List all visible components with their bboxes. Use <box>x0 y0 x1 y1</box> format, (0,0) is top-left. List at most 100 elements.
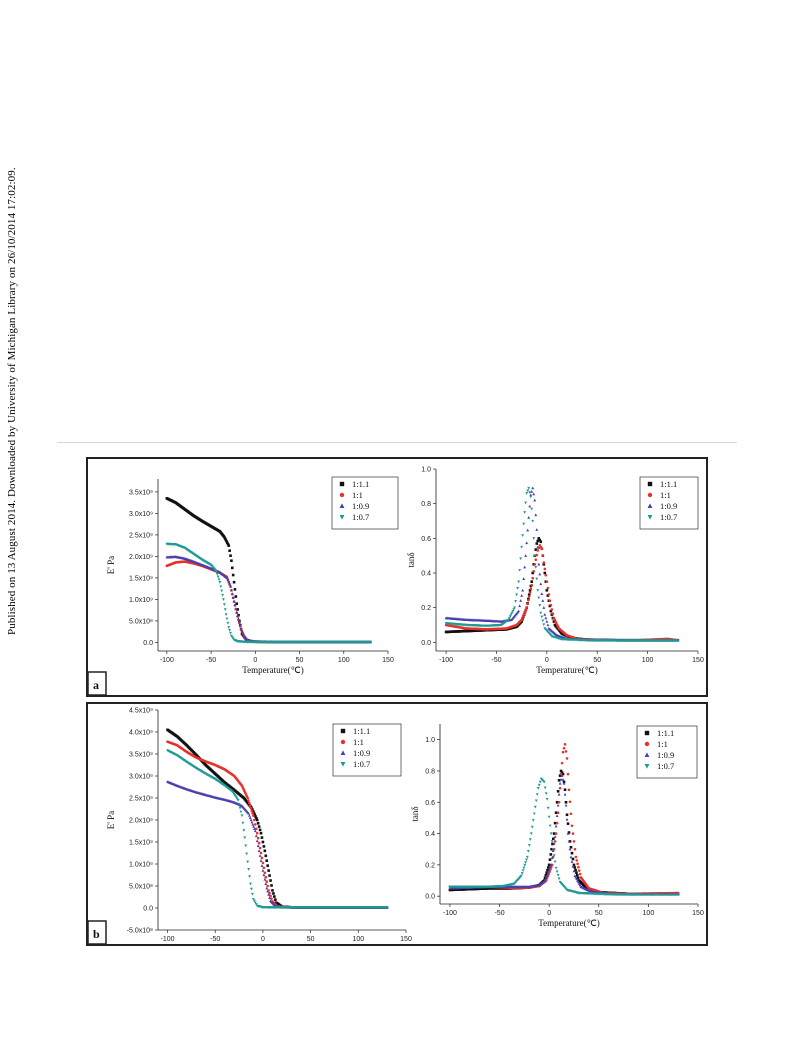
data-point <box>533 554 537 558</box>
data-point <box>530 489 534 493</box>
data-point <box>254 834 258 838</box>
data-point <box>548 867 551 871</box>
data-point <box>538 538 542 542</box>
data-point <box>251 898 255 901</box>
data-point <box>267 893 271 896</box>
data-point <box>225 617 229 621</box>
data-point <box>529 587 533 591</box>
data-point <box>546 868 549 872</box>
data-point <box>550 613 554 616</box>
data-point <box>240 628 244 632</box>
data-point <box>528 589 532 592</box>
data-point <box>225 540 228 543</box>
data-point <box>556 803 560 807</box>
data-point <box>257 841 261 845</box>
series-1:1.1 <box>448 769 680 896</box>
y-tick-label: 0.2 <box>425 862 435 869</box>
data-point <box>578 872 582 876</box>
data-point <box>519 874 523 878</box>
data-point <box>548 858 552 861</box>
data-point <box>535 553 539 557</box>
data-point <box>527 515 531 519</box>
data-point <box>523 863 527 867</box>
data-point <box>560 761 564 765</box>
data-point <box>547 870 551 873</box>
data-point <box>522 577 526 580</box>
data-point <box>527 595 531 598</box>
data-point <box>568 800 572 804</box>
data-point <box>547 593 551 596</box>
legend-marker <box>339 503 345 508</box>
data-point <box>571 857 575 861</box>
data-point <box>264 882 268 885</box>
data-point <box>533 498 537 502</box>
data-point <box>253 813 257 817</box>
data-point <box>222 603 226 606</box>
data-point <box>527 844 531 847</box>
data-point <box>577 869 581 872</box>
x-axis-label: Temperature(℃) <box>538 918 599 928</box>
panel-a-label-box <box>88 671 107 695</box>
data-point <box>270 897 273 900</box>
data-point <box>246 796 249 800</box>
x-tick-label: 0 <box>261 936 265 943</box>
y-tick-label: 1.5x10⁹ <box>129 840 153 847</box>
data-point <box>524 501 528 505</box>
data-point <box>552 842 556 845</box>
figure-panel-b: -100 -50 0 50 100 150 -5.0x10⁸ 0.0 5.0x10⁸ 1.0x10… <box>86 702 708 946</box>
x-tick-label: 50 <box>595 910 603 917</box>
data-point <box>572 869 576 873</box>
y-axis-label: E' Pa <box>106 556 116 574</box>
data-point <box>564 803 568 807</box>
data-point <box>556 790 560 793</box>
data-point <box>265 859 269 862</box>
data-point <box>555 814 559 817</box>
data-point <box>518 604 522 608</box>
data-point <box>521 616 524 620</box>
data-point <box>540 547 544 551</box>
data-point <box>245 852 249 856</box>
data-point <box>569 845 573 849</box>
data-point <box>526 489 530 493</box>
data-point <box>517 580 521 584</box>
data-point <box>550 840 554 843</box>
data-point <box>226 542 230 546</box>
data-point <box>549 603 553 607</box>
y-tick-label: 0.0 <box>143 640 153 647</box>
data-point <box>545 580 549 583</box>
data-point <box>545 589 549 592</box>
data-point <box>236 614 240 617</box>
data-point <box>249 818 253 822</box>
data-point <box>561 750 565 754</box>
data-point <box>267 869 270 872</box>
data-point <box>543 876 547 880</box>
data-point <box>534 566 538 569</box>
data-point <box>553 835 557 838</box>
data-point <box>524 554 528 557</box>
data-point <box>543 786 547 790</box>
legend-marker <box>340 739 346 745</box>
data-point <box>530 507 534 511</box>
data-point <box>265 886 269 890</box>
data-point <box>223 537 227 540</box>
data-point <box>247 867 251 871</box>
data-point <box>271 889 274 892</box>
data-point <box>542 623 546 627</box>
data-point <box>572 863 576 867</box>
data-point <box>561 778 565 781</box>
legend-label: 1:1 <box>353 737 364 747</box>
data-point <box>572 840 576 843</box>
data-point <box>535 577 539 581</box>
data-point <box>237 620 241 624</box>
data-point <box>224 538 228 542</box>
data-point <box>223 535 226 539</box>
data-point <box>255 831 259 835</box>
data-point <box>531 571 535 575</box>
y-tick-label: -5.0x10⁸ <box>127 928 153 935</box>
data-point <box>269 879 272 882</box>
data-point <box>538 572 542 576</box>
data-point <box>525 492 529 495</box>
data-point <box>539 582 543 586</box>
data-point <box>530 825 534 829</box>
data-point <box>545 874 549 878</box>
